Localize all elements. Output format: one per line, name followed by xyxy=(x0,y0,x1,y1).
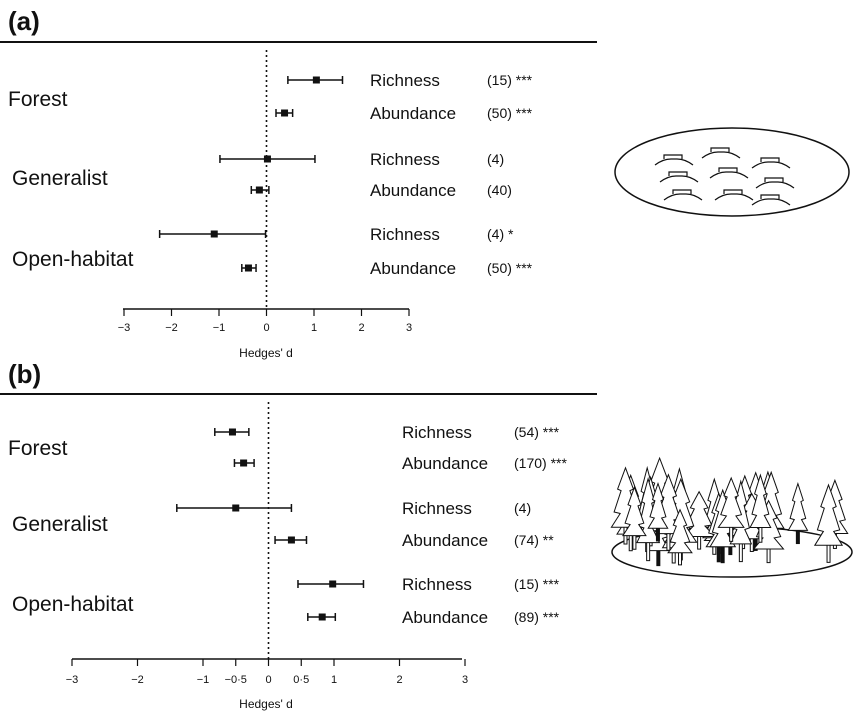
x-tick-label-b: −1 xyxy=(197,674,210,686)
effect-point xyxy=(312,76,320,84)
sample-size-label: (15) *** xyxy=(487,72,533,88)
effect-point xyxy=(210,230,218,238)
measure-label: Abundance xyxy=(370,181,456,200)
tree-crown xyxy=(717,476,745,528)
measure-label: Richness xyxy=(402,499,472,518)
x-tick-label-b: 0·5 xyxy=(293,674,309,686)
sample-size-label: (89) *** xyxy=(514,609,560,625)
measure-label: Richness xyxy=(402,575,472,594)
sample-size-label: (40) xyxy=(487,182,512,198)
measure-label: Richness xyxy=(370,71,440,90)
measure-label: Abundance xyxy=(402,608,488,627)
x-axis-title-b: Hedges' d xyxy=(239,697,293,711)
sample-size-label: (50) *** xyxy=(487,105,533,121)
effect-point xyxy=(287,536,295,544)
measure-label: Abundance xyxy=(402,454,488,473)
x-tick-label-a: −1 xyxy=(213,322,226,334)
x-tick-label-a: 2 xyxy=(358,322,364,334)
measure-label: Abundance xyxy=(402,531,488,550)
x-tick-label-b: 0 xyxy=(265,674,271,686)
tree-crown xyxy=(749,473,772,528)
effect-point xyxy=(281,109,289,117)
x-tick-label-b: 2 xyxy=(396,674,402,686)
sample-size-label: (4) * xyxy=(487,226,514,242)
x-tick-label-a: 1 xyxy=(311,322,317,334)
patchy-habitat-icon xyxy=(614,127,850,217)
measure-label: Abundance xyxy=(370,259,456,278)
x-tick-label-a: −2 xyxy=(165,322,178,334)
tree-crown xyxy=(813,483,844,546)
sample-size-label: (15) *** xyxy=(514,576,560,592)
x-tick-label-b: 1 xyxy=(331,674,337,686)
tree-crown xyxy=(647,481,669,529)
x-tick-label-a: 0 xyxy=(263,322,269,334)
group-label-generalist-a: Generalist xyxy=(12,167,108,190)
sample-size-label: (50) *** xyxy=(487,260,533,276)
group-label-forest-b: Forest xyxy=(8,437,68,460)
plot-area-a: −3 −2 −1 0 1 2 3 Richness (15) *** Abundance (50) … xyxy=(118,50,533,334)
group-label-forest-a: Forest xyxy=(8,88,68,111)
sample-size-label: (4) xyxy=(487,151,504,167)
tree-crown xyxy=(621,485,647,537)
group-label-open-habitat-b: Open-habitat xyxy=(12,593,134,616)
x-tick-label-a: −3 xyxy=(118,322,131,334)
forest-icon xyxy=(610,456,853,578)
x-tick-label-b: 3 xyxy=(462,674,468,686)
plot-area-b: −3 −2 −1 −0·5 0 0·5 1 2 3 Richness (54) *** Abundan… xyxy=(66,402,567,686)
effect-point xyxy=(263,155,271,163)
effect-point xyxy=(228,428,236,436)
measure-label: Abundance xyxy=(370,104,456,123)
sample-size-label: (54) *** xyxy=(514,424,560,440)
sample-size-label: (170) *** xyxy=(514,455,567,471)
sample-size-label: (74) ** xyxy=(514,532,554,548)
panel-b-label: (b) xyxy=(8,359,41,389)
effect-point xyxy=(255,186,263,194)
x-tick-label-b: −2 xyxy=(131,674,144,686)
group-label-open-habitat-a: Open-habitat xyxy=(12,248,134,271)
x-axis-title-b-text: Hedges' d xyxy=(239,697,293,711)
x-axis-title-a: Hedges' d xyxy=(239,346,293,360)
group-label-generalist-b: Generalist xyxy=(12,513,108,536)
x-tick-label-b: −3 xyxy=(66,674,79,686)
measure-label: Richness xyxy=(402,423,472,442)
sample-size-label: (4) xyxy=(514,500,531,516)
panel-a-label: (a) xyxy=(8,6,40,36)
effect-point xyxy=(318,613,326,621)
measure-label: Richness xyxy=(370,150,440,169)
effect-point xyxy=(232,504,240,512)
tree-crown xyxy=(787,481,809,531)
effect-point xyxy=(244,264,252,272)
x-tick-label-b: −0·5 xyxy=(225,674,247,686)
effect-point xyxy=(329,580,337,588)
x-tick-label-a: 3 xyxy=(406,322,412,334)
tree-crown xyxy=(667,508,693,554)
effect-point xyxy=(240,459,248,467)
x-axis-title-a-text: Hedges' d xyxy=(239,346,293,360)
measure-label: Richness xyxy=(370,225,440,244)
